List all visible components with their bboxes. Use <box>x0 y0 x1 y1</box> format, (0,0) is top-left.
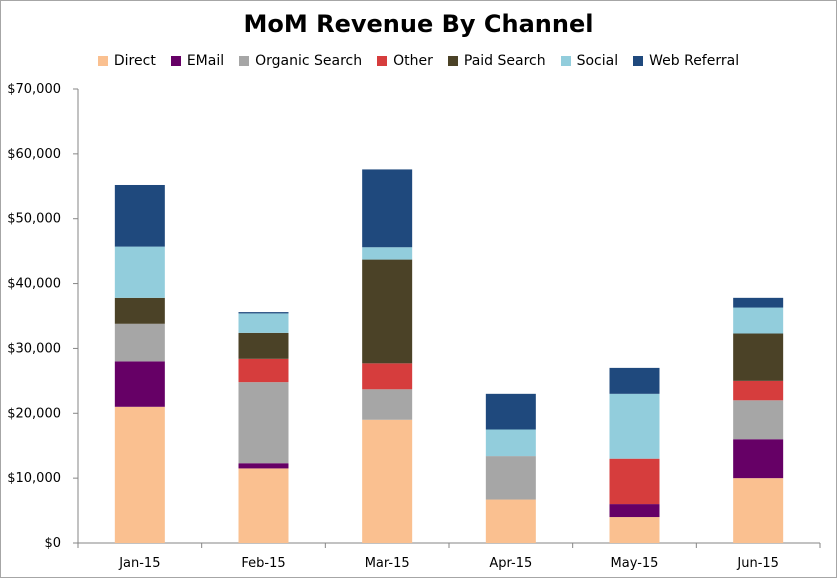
bar-email-jun-15 <box>733 439 784 479</box>
x-tick-label: Jun-15 <box>736 556 779 571</box>
bar-direct-may-15 <box>609 517 660 543</box>
y-tick-label: $20,000 <box>7 406 61 421</box>
y-tick-label: $70,000 <box>7 82 61 97</box>
legend-item: Social <box>560 53 619 69</box>
bar-social-may-15 <box>609 393 660 459</box>
bar-other-may-15 <box>609 458 660 505</box>
legend-item: EMail <box>170 53 225 69</box>
bar-social-apr-15 <box>485 429 536 457</box>
legend: Direct EMail Organic Search Other Paid Searc… <box>1 53 836 69</box>
legend-swatch <box>170 56 181 66</box>
bar-web-referral-mar-15 <box>362 169 413 248</box>
bar-other-jun-15 <box>733 380 784 401</box>
y-tick-label: $60,000 <box>7 147 61 162</box>
legend-item: Paid Search <box>447 53 546 69</box>
y-tick-label: $10,000 <box>7 471 61 486</box>
legend-swatch <box>447 56 458 66</box>
bar-direct-mar-15 <box>362 419 413 543</box>
bar-web-referral-apr-15 <box>485 393 536 430</box>
bar-direct-apr-15 <box>485 499 536 543</box>
legend-item: Other <box>377 53 433 69</box>
legend-label: Organic Search <box>255 53 363 69</box>
bar-direct-feb-15 <box>238 468 289 543</box>
legend-item: Organic Search <box>239 53 362 69</box>
bar-social-jun-15 <box>733 307 784 334</box>
bar-paid-search-feb-15 <box>238 332 289 359</box>
bar-web-referral-feb-15 <box>238 312 289 314</box>
bar-direct-jan-15 <box>114 406 165 543</box>
x-tick-label: Jan-15 <box>118 556 160 571</box>
bar-email-jan-15 <box>114 361 165 407</box>
bar-paid-search-mar-15 <box>362 259 413 364</box>
bar-web-referral-jun-15 <box>733 297 784 308</box>
y-tick-label: $30,000 <box>7 341 61 356</box>
bar-organic-search-mar-15 <box>362 389 413 420</box>
x-tick-label: Apr-15 <box>489 556 532 571</box>
x-tick-label: May-15 <box>611 556 659 571</box>
legend-swatch <box>560 56 571 66</box>
legend-swatch <box>377 56 388 66</box>
bar-organic-search-apr-15 <box>485 456 536 500</box>
legend-swatch <box>97 56 108 66</box>
bar-web-referral-may-15 <box>609 367 660 394</box>
bar-web-referral-jan-15 <box>114 184 165 247</box>
legend-swatch <box>633 56 644 66</box>
bar-other-mar-15 <box>362 363 413 390</box>
bar-direct-jun-15 <box>733 478 784 543</box>
legend-item: Web Referral <box>633 53 739 69</box>
y-tick-label: $40,000 <box>7 277 61 292</box>
bar-social-feb-15 <box>238 313 289 333</box>
y-tick-label: $0 <box>44 536 61 551</box>
bar-social-jan-15 <box>114 246 165 298</box>
legend-label: Paid Search <box>463 53 546 69</box>
legend-label: Social <box>576 53 619 69</box>
legend-swatch <box>239 56 250 66</box>
bar-organic-search-jan-15 <box>114 323 165 362</box>
legend-label: Web Referral <box>649 53 740 69</box>
bar-social-mar-15 <box>362 247 413 260</box>
bar-email-may-15 <box>609 504 660 518</box>
bar-organic-search-feb-15 <box>238 382 289 464</box>
x-tick-label: Mar-15 <box>365 556 410 571</box>
bar-other-feb-15 <box>238 358 289 383</box>
bar-paid-search-jun-15 <box>733 333 784 381</box>
legend-label: Direct <box>113 53 156 69</box>
legend-item: Direct <box>97 53 156 69</box>
bar-email-feb-15 <box>238 463 289 469</box>
legend-label: EMail <box>186 53 225 69</box>
bar-paid-search-jan-15 <box>114 297 165 324</box>
x-tick-label: Feb-15 <box>241 556 285 571</box>
y-tick-label: $50,000 <box>7 212 61 227</box>
bar-organic-search-jun-15 <box>733 400 784 440</box>
legend-label: Other <box>393 53 433 69</box>
chart-title: MoM Revenue By Channel <box>243 10 594 38</box>
